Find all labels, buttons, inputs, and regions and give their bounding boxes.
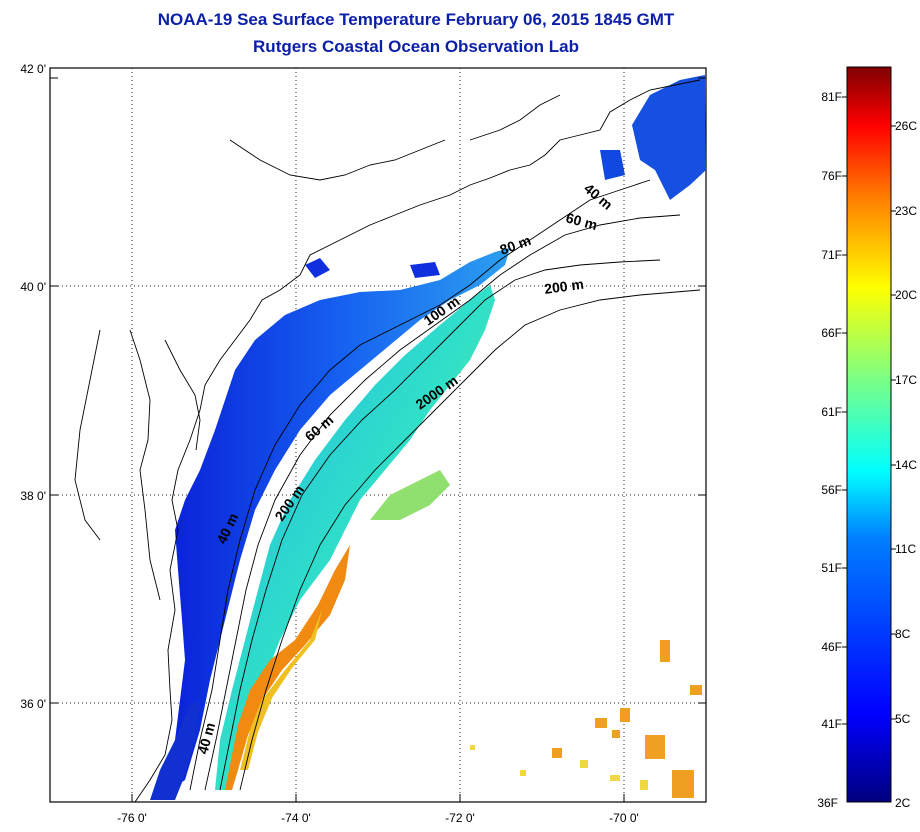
contour-label: 60 m	[564, 209, 599, 233]
colorbar-c-label: 2C	[895, 796, 911, 810]
colorbar-c-label: 14C	[895, 458, 917, 472]
colorbar-c-label: 17C	[895, 373, 917, 387]
lon-tick-label: -70 0'	[609, 811, 639, 825]
colorbar-f-label: 46F	[821, 640, 842, 654]
map-grid	[50, 68, 706, 802]
map-subtitle: Rutgers Coastal Ocean Observation Lab	[253, 37, 579, 56]
colorbar-f-label: 51F	[821, 561, 842, 575]
colorbar-c-label: 20C	[895, 288, 917, 302]
lon-tick-label: -72 0'	[445, 811, 475, 825]
sst-data-layer	[150, 75, 706, 800]
lat-tick-label: 36 0'	[20, 697, 46, 711]
colorbar-c-label: 11C	[895, 542, 916, 556]
colorbar-f-label: 41F	[821, 717, 842, 731]
colorbar-f-label: 76F	[821, 169, 842, 183]
colorbar-c-label: 5C	[895, 712, 911, 726]
colorbar-f-label: 61F	[821, 405, 842, 419]
lat-tick-label: 42 0'	[20, 62, 46, 76]
colorbar-f-label: 66F	[821, 326, 842, 340]
coastline-contours	[74, 79, 701, 802]
lat-tick-label: 38 0'	[20, 489, 46, 503]
lat-tick-label: 40 0'	[20, 280, 46, 294]
colorbar-f-label: 81F	[821, 90, 842, 104]
colorbar-f-label: 36F	[817, 796, 838, 810]
colorbar-f-label: 71F	[821, 248, 842, 262]
colorbar-c-label: 26C	[895, 119, 917, 133]
lon-tick-label: -74 0'	[281, 811, 311, 825]
colorbar-c-label: 23C	[895, 204, 917, 218]
contour-label: 40 m	[194, 721, 218, 756]
map-title: NOAA-19 Sea Surface Temperature February…	[157, 10, 675, 29]
axis-ticks	[50, 77, 706, 802]
contour-label: 200 m	[543, 276, 585, 297]
lon-tick-label: -76 0'	[117, 811, 147, 825]
colorbar-ticks	[842, 96, 896, 725]
temperature-colorbar	[846, 66, 892, 803]
colorbar-f-label: 56F	[821, 483, 842, 497]
colorbar-c-label: 8C	[895, 627, 911, 641]
